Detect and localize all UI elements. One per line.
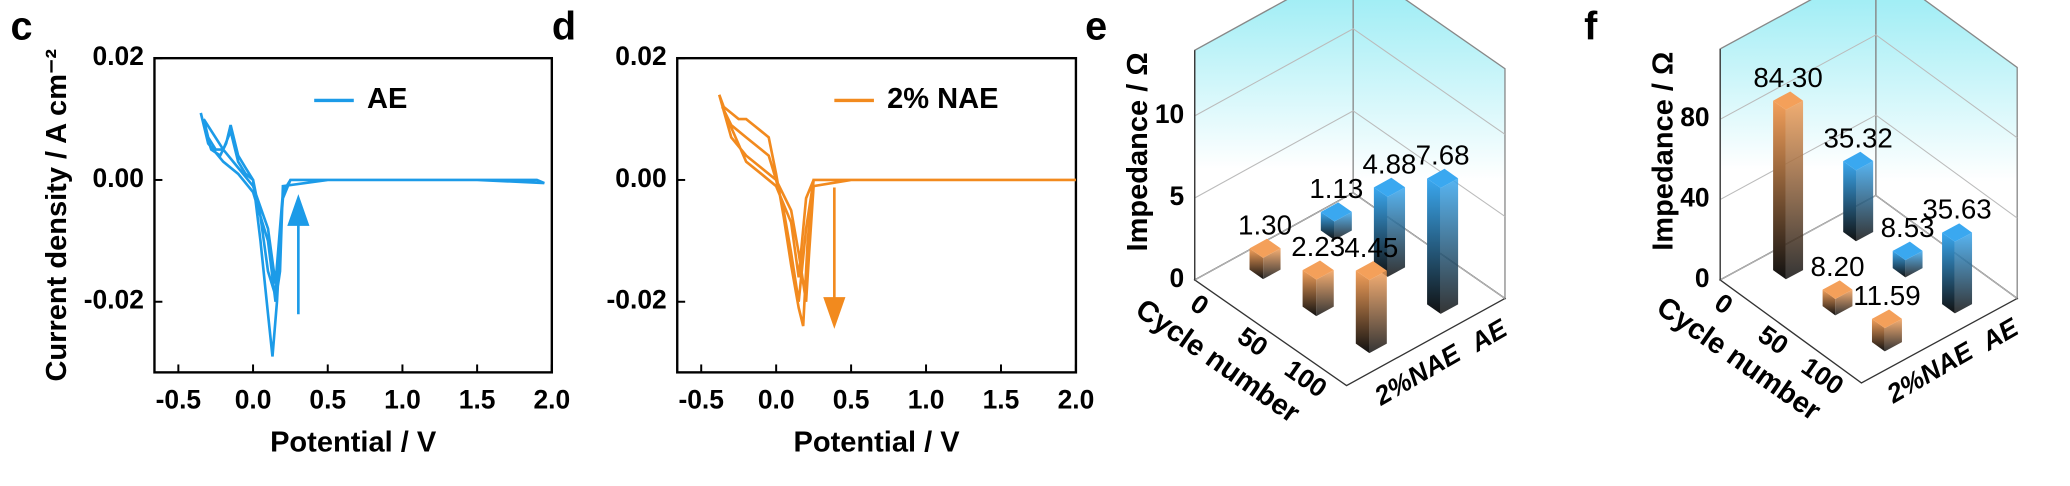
panel-label: d <box>552 5 576 49</box>
bar-face <box>1249 248 1264 280</box>
z-tick-label: 80 <box>1680 102 1709 132</box>
bar-face <box>1884 318 1902 352</box>
bar-face <box>1892 250 1906 278</box>
grid-line <box>1719 114 2018 219</box>
x-tick-label: 0 <box>1709 287 1738 320</box>
x-tick-label: 1.5 <box>983 384 1020 414</box>
value-label: 2.23 <box>1291 231 1345 262</box>
bar-top <box>1355 261 1387 281</box>
z-tick-label: 40 <box>1680 183 1709 213</box>
grid-line <box>1194 28 1506 135</box>
value-label: 1.13 <box>1309 173 1363 204</box>
bar-face <box>1355 270 1370 354</box>
bar-face <box>1263 248 1281 280</box>
bar-top <box>1249 238 1281 258</box>
y-tick-label: -0.02 <box>607 285 667 315</box>
arrow-down <box>823 187 846 329</box>
bar-face <box>1942 232 1955 314</box>
bar-face <box>1856 161 1874 242</box>
x-tick-label: -0.5 <box>156 384 201 414</box>
x-tick-label: 0.0 <box>758 384 795 414</box>
bar-face <box>1334 211 1352 240</box>
z-tick-label: 0 <box>1695 263 1710 293</box>
y-tick-label: 0.02 <box>615 41 666 71</box>
z-tick-label: 5 <box>1169 181 1184 211</box>
bar-face <box>1316 270 1334 317</box>
bar-face <box>1427 178 1441 314</box>
legend-label: 2% NAE <box>887 83 998 115</box>
bar-face <box>1320 211 1335 240</box>
arrow-up <box>287 194 310 315</box>
value-label: 11.59 <box>1853 280 1920 311</box>
bar-top <box>1302 260 1334 280</box>
z-axis-label: Impedance / Ω <box>1122 52 1154 251</box>
z-tick-label: 10 <box>1155 99 1184 129</box>
bar-top <box>1871 309 1902 329</box>
x-tick-label: 0 <box>1185 288 1214 321</box>
bar-top <box>1427 168 1459 188</box>
x-tick-label: 1.5 <box>459 384 496 414</box>
bar-face <box>1440 178 1459 314</box>
x-tick-label: 1.0 <box>908 384 945 414</box>
x-tick-label: 1.0 <box>384 384 421 414</box>
bar-face <box>1835 289 1853 316</box>
panel-label: e <box>1085 5 1107 49</box>
value-label: 35.63 <box>1922 194 1991 225</box>
x-axis-label: Potential / V <box>794 426 961 458</box>
value-label: 84.30 <box>1753 62 1822 93</box>
bar-face <box>1773 100 1786 280</box>
bar-face <box>1785 100 1804 280</box>
y-tick-label: 0.00 <box>615 163 666 193</box>
bar-face <box>1373 187 1388 277</box>
z-tick-label: 0 <box>1169 263 1184 293</box>
bar-top <box>1892 241 1923 261</box>
bar-face <box>1822 289 1836 316</box>
plot-frame <box>676 56 1078 374</box>
x-tick-label: 0.0 <box>235 384 272 414</box>
value-label: 8.53 <box>1881 212 1935 243</box>
x-axis-label: Potential / V <box>270 426 437 458</box>
z-axis-label: Impedance / Ω <box>1647 52 1679 251</box>
bar-top <box>1320 202 1352 222</box>
bar-face <box>1302 270 1317 317</box>
bar-top <box>1373 177 1406 197</box>
x-tick-label: -0.5 <box>678 384 723 414</box>
series-label: AE <box>1976 311 2025 357</box>
bar-face <box>1369 270 1387 354</box>
x-tick-label: 2.0 <box>1058 384 1095 414</box>
legend-label: AE <box>367 83 407 115</box>
series-label: AE <box>1464 313 1513 359</box>
bar-face <box>1905 250 1923 278</box>
bar-top <box>1843 151 1874 171</box>
grid-line <box>1719 34 2018 139</box>
cv-curve <box>717 94 1076 327</box>
bar-top <box>1822 280 1853 299</box>
panel-label: f <box>1584 5 1598 49</box>
value-label: 4.88 <box>1362 149 1416 180</box>
plot-frame <box>153 56 554 374</box>
bar-face <box>1843 161 1857 242</box>
y-tick-label: -0.02 <box>84 285 144 315</box>
value-label: 35.32 <box>1823 122 1892 153</box>
value-label: 8.20 <box>1811 251 1865 282</box>
bar-top <box>1942 223 1973 242</box>
y-tick-label: 0.02 <box>93 41 144 71</box>
x-tick-label: 0.5 <box>309 384 346 414</box>
panel-label: c <box>11 5 33 49</box>
value-label: 4.45 <box>1344 232 1398 263</box>
value-label: 7.68 <box>1416 140 1470 171</box>
y-axis-label: Current density / A cm⁻² <box>41 49 73 382</box>
bar-face <box>1871 318 1885 352</box>
bar-face <box>1387 187 1406 277</box>
bar-top <box>1773 91 1804 110</box>
cv-curve <box>199 112 545 357</box>
x-tick-label: 0.5 <box>833 384 870 414</box>
x-tick-label: 2.0 <box>533 384 570 414</box>
value-label: 1.30 <box>1238 210 1292 241</box>
bar-face <box>1954 232 1973 314</box>
y-tick-label: 0.00 <box>93 163 144 193</box>
